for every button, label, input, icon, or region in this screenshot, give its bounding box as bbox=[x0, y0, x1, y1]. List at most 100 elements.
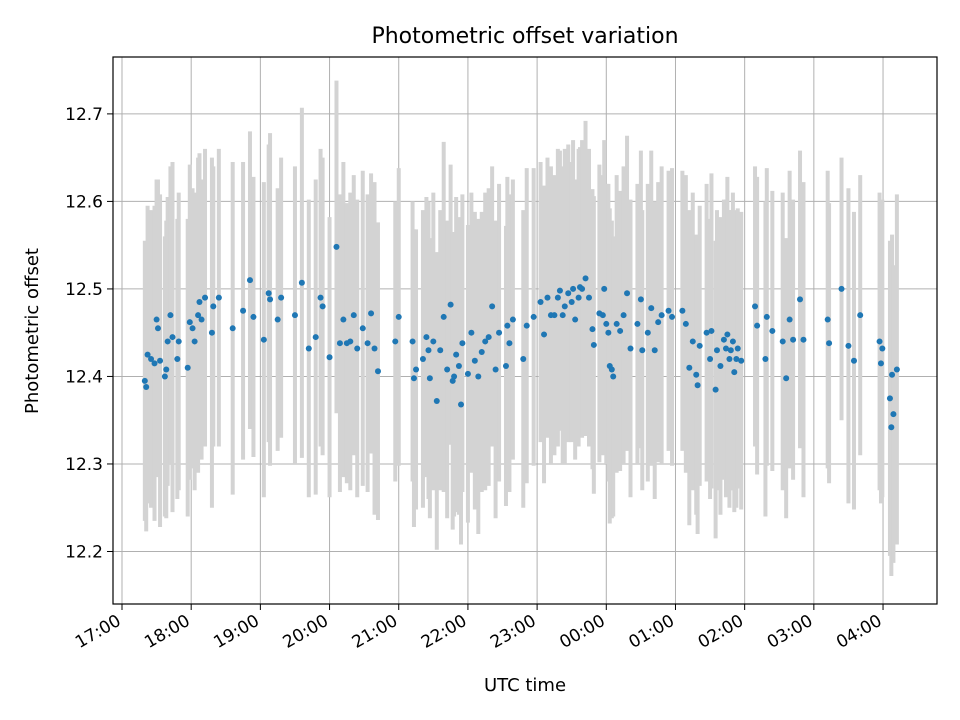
data-point bbox=[686, 364, 693, 371]
data-point bbox=[305, 345, 312, 352]
data-point bbox=[561, 303, 568, 310]
data-point bbox=[694, 382, 701, 389]
data-point bbox=[504, 322, 511, 329]
data-point bbox=[410, 375, 417, 382]
data-point bbox=[752, 303, 759, 310]
data-point bbox=[359, 325, 366, 332]
data-point bbox=[713, 347, 720, 354]
data-points bbox=[141, 243, 900, 431]
data-point bbox=[312, 334, 319, 341]
data-point bbox=[724, 331, 731, 338]
data-point bbox=[464, 370, 471, 377]
data-point bbox=[371, 345, 378, 352]
data-point bbox=[556, 287, 563, 294]
data-point bbox=[617, 327, 624, 334]
data-point bbox=[425, 347, 432, 354]
data-point bbox=[169, 334, 176, 341]
data-point bbox=[585, 294, 592, 301]
data-point bbox=[246, 277, 253, 284]
data-point bbox=[274, 316, 281, 323]
data-point bbox=[669, 313, 676, 320]
data-point bbox=[392, 338, 399, 345]
data-point bbox=[530, 313, 537, 320]
data-point bbox=[845, 342, 852, 349]
data-point bbox=[163, 366, 170, 373]
data-point bbox=[824, 316, 831, 323]
data-point bbox=[143, 383, 150, 390]
data-point bbox=[426, 375, 433, 382]
data-point bbox=[717, 362, 724, 369]
data-point bbox=[419, 355, 426, 362]
data-point bbox=[703, 329, 710, 336]
y-axis-label: Photometric offset bbox=[22, 248, 43, 414]
data-point bbox=[613, 320, 620, 327]
data-point bbox=[191, 338, 198, 345]
chart-title: Photometric offset variation bbox=[371, 24, 678, 49]
data-point bbox=[797, 296, 804, 303]
data-point bbox=[601, 285, 608, 292]
data-point bbox=[496, 329, 503, 336]
data-point bbox=[565, 290, 572, 297]
data-point bbox=[374, 368, 381, 375]
data-point bbox=[733, 355, 740, 362]
data-point bbox=[148, 355, 155, 362]
data-point bbox=[489, 303, 496, 310]
data-point bbox=[189, 325, 196, 332]
data-point bbox=[620, 312, 627, 319]
data-point bbox=[260, 336, 267, 343]
data-point bbox=[506, 340, 513, 347]
y-tick-label: 12.4 bbox=[65, 367, 103, 387]
data-point bbox=[537, 299, 544, 306]
data-point bbox=[738, 357, 745, 364]
data-point bbox=[319, 303, 326, 310]
data-point bbox=[196, 299, 203, 306]
data-point bbox=[167, 312, 174, 319]
data-point bbox=[648, 305, 655, 312]
data-point bbox=[354, 345, 361, 352]
data-point bbox=[644, 329, 651, 336]
data-point bbox=[141, 377, 148, 384]
data-point bbox=[658, 312, 665, 319]
y-axis: 12.2 12.3 12.4 12.5 12.6 12.7 bbox=[65, 105, 113, 562]
data-point bbox=[655, 319, 662, 326]
data-point bbox=[240, 307, 247, 314]
data-point bbox=[451, 373, 458, 380]
data-point bbox=[627, 345, 634, 352]
data-point bbox=[572, 316, 579, 323]
data-point bbox=[485, 334, 492, 341]
data-point bbox=[202, 294, 209, 301]
data-point bbox=[164, 338, 171, 345]
data-point bbox=[570, 285, 577, 292]
data-point bbox=[720, 336, 727, 343]
data-point bbox=[708, 327, 715, 334]
data-point bbox=[876, 338, 883, 345]
data-point bbox=[326, 354, 333, 361]
data-point bbox=[433, 397, 440, 404]
y-tick-label: 12.5 bbox=[65, 280, 103, 300]
data-point bbox=[879, 345, 886, 352]
data-point bbox=[291, 312, 298, 319]
data-point bbox=[502, 362, 509, 369]
data-point bbox=[184, 364, 191, 371]
data-point bbox=[336, 340, 343, 347]
data-point bbox=[890, 411, 897, 418]
data-point bbox=[689, 338, 696, 345]
data-point bbox=[186, 319, 193, 326]
data-point bbox=[893, 366, 900, 373]
y-tick-label: 12.2 bbox=[65, 542, 103, 562]
data-point bbox=[444, 366, 451, 373]
data-point bbox=[413, 366, 420, 373]
data-point bbox=[471, 357, 478, 364]
data-point bbox=[779, 338, 786, 345]
data-point bbox=[763, 313, 770, 320]
data-point bbox=[453, 351, 460, 358]
data-point bbox=[459, 340, 466, 347]
data-point bbox=[475, 373, 482, 380]
data-point bbox=[153, 316, 160, 323]
data-point bbox=[783, 375, 790, 382]
data-point bbox=[726, 355, 733, 362]
data-point bbox=[195, 312, 202, 319]
data-point bbox=[523, 322, 530, 329]
data-point bbox=[605, 329, 612, 336]
